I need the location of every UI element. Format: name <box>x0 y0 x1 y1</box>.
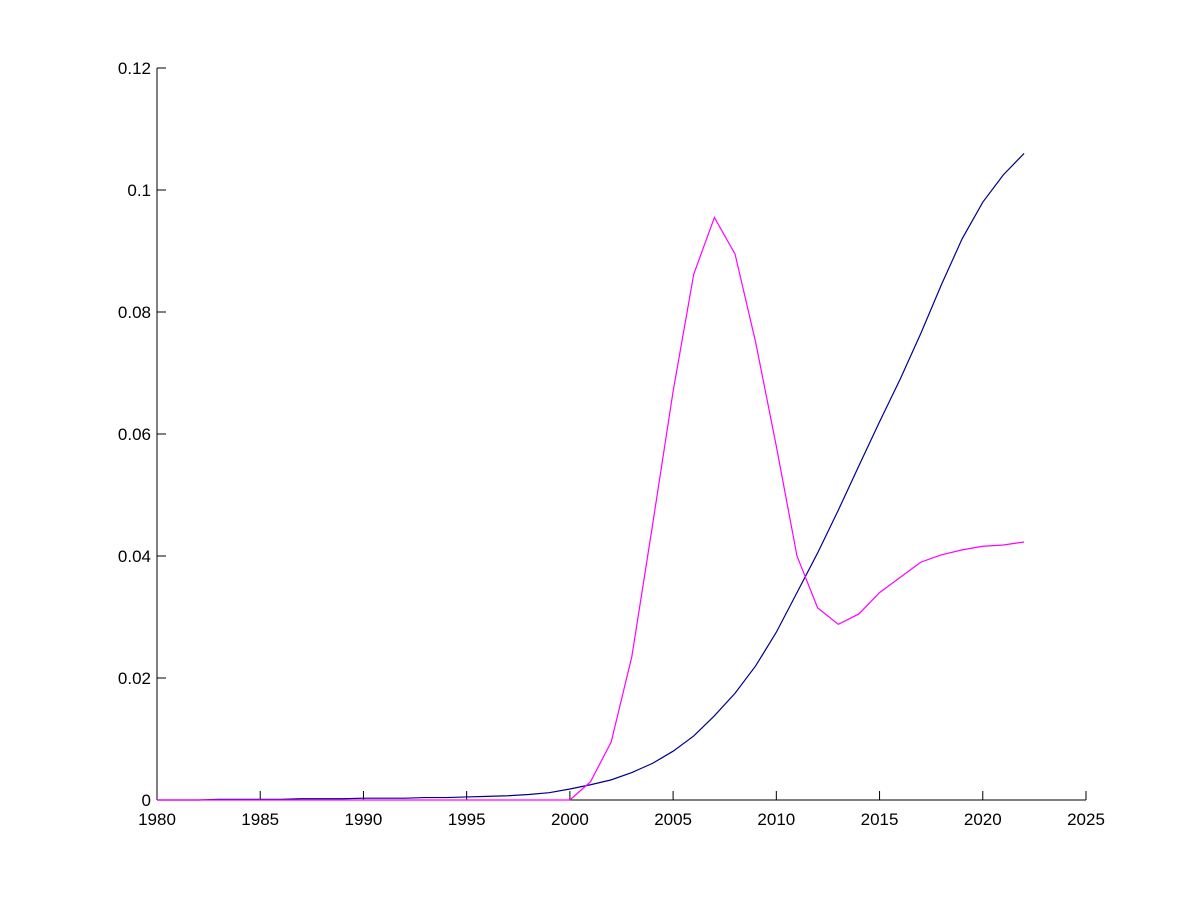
x-tick-label: 2020 <box>964 810 1002 829</box>
x-tick-label: 2010 <box>757 810 795 829</box>
x-tick-label: 2000 <box>551 810 589 829</box>
y-tick-label: 0.12 <box>118 59 151 78</box>
x-tick-label: 2015 <box>861 810 899 829</box>
series-line <box>157 152 1025 801</box>
x-tick-label: 1985 <box>241 810 279 829</box>
y-tick-label: 0.02 <box>118 669 151 688</box>
y-tick-label: 0.1 <box>127 181 151 200</box>
x-tick-label: 2025 <box>1067 810 1105 829</box>
y-tick-label: 0 <box>142 791 151 810</box>
x-tick-label: 2005 <box>654 810 692 829</box>
x-tick-label: 1995 <box>448 810 486 829</box>
x-tick-label: 1990 <box>345 810 383 829</box>
series-line <box>157 216 1025 801</box>
x-tick-label: 1980 <box>138 810 176 829</box>
y-tick-label: 0.04 <box>118 547 151 566</box>
y-tick-label: 0.06 <box>118 425 151 444</box>
y-tick-label: 0.08 <box>118 303 151 322</box>
